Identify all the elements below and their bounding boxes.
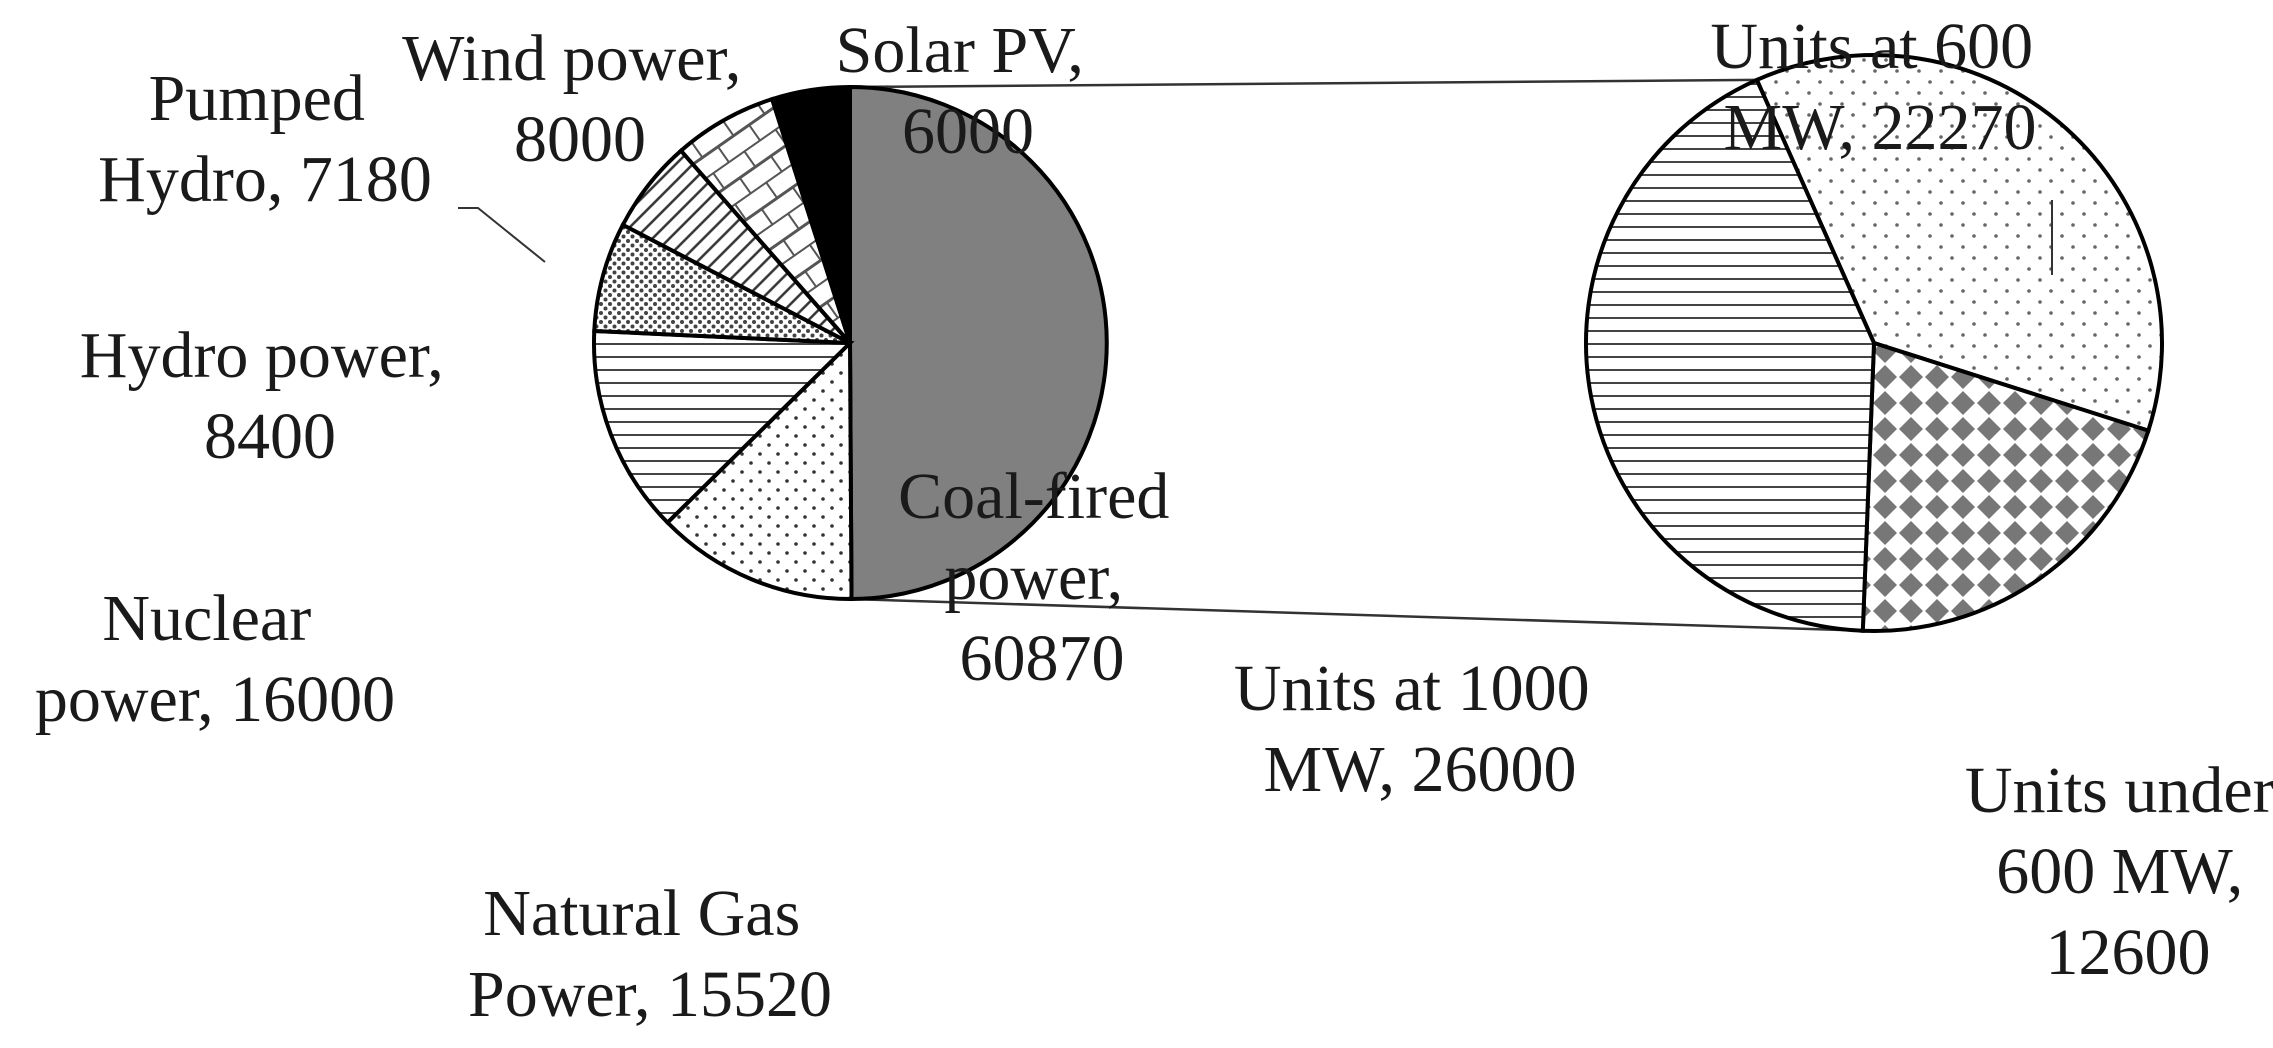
slice-solar-pv: [769, 84, 852, 344]
label-wind-power: Wind power, 8000: [402, 22, 758, 176]
label-units-at-1000-mw: Units at 1000 MW, 26000: [1234, 652, 1606, 806]
main-pie: [592, 84, 1109, 602]
label-pumped-hydro: Pumped Hydro, 7180: [98, 62, 432, 216]
slice-units-at-1000-mw: [1584, 77, 1877, 633]
breakdown-pie: [1584, 53, 2164, 633]
slice-natural-gas-power: [664, 338, 854, 602]
slice-hydro-power: [592, 222, 851, 345]
label-coal-fired-power: Coal-fired power, 60870: [898, 460, 1186, 695]
label-solar-pv: Solar PV, 6000: [836, 14, 1101, 168]
slice-units-under-600-mw: [1860, 340, 2151, 633]
slice-units-at-600-mw: [1754, 53, 2164, 434]
slice-nuclear-power: [592, 328, 855, 526]
leader-line-pumped-hydro: [458, 207, 546, 263]
connector-line-top: [849, 78, 1757, 89]
label-hydro-power: Hydro power, 8400: [80, 319, 460, 473]
label-units-under-600-mw: Units under 600 MW, 12600: [1965, 754, 2273, 989]
label-nuclear-power: Nuclear power, 16000: [35, 582, 395, 736]
label-units-at-600-mw: Units at 600 MW, 22270: [1710, 10, 2049, 164]
connector-line-bottom: [849, 597, 1875, 633]
slice-coal-fired-power: [848, 84, 1109, 602]
label-natural-gas-power: Natural Gas Power, 15520: [468, 877, 832, 1031]
